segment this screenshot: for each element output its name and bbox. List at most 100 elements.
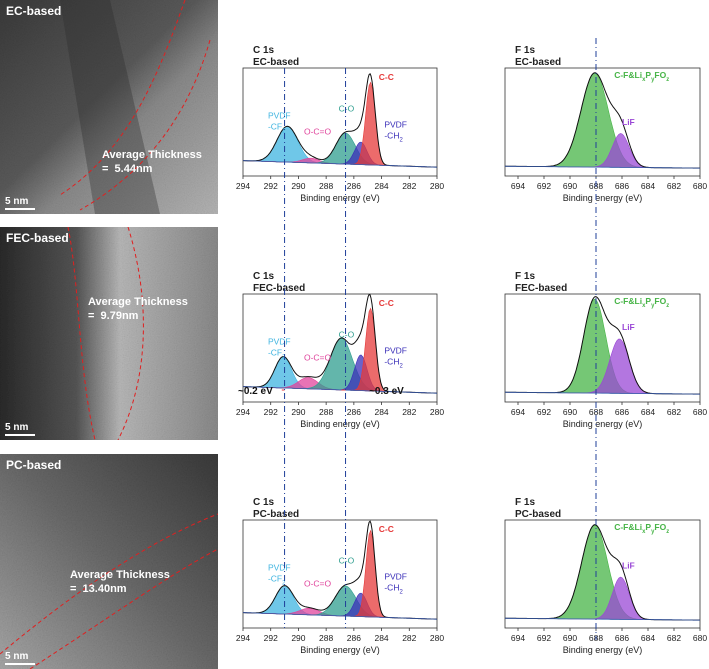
c1s-2-tick-label: 280 — [430, 633, 444, 643]
c1s-title-1: C 1s — [253, 271, 275, 282]
f1s-1-tick-label: 680 — [693, 407, 707, 417]
f1s-2-tick-label: 692 — [537, 633, 551, 643]
scale-bar-pc: 5 nm — [5, 651, 35, 665]
c1s-label-cc-0: C-C — [379, 72, 394, 82]
f1s-0-plot-frame — [504, 67, 701, 177]
f1s-1-peak-CFLi — [504, 298, 700, 395]
f1s-1-plot-frame — [504, 293, 701, 403]
c1s-1-tick-label: 284 — [374, 407, 388, 417]
c1s-subtitle-2: PC-based — [253, 509, 299, 520]
scale-bar-fec: 5 nm — [5, 422, 35, 436]
c1s-label-pvdf-cf2-2: PVDF — [268, 562, 291, 572]
f1s-1-background-line — [504, 391, 700, 395]
c1s-0-background-line — [242, 160, 438, 168]
f1s-2-peak-CFLi — [504, 524, 700, 621]
f1s-2-tick-label: 680 — [693, 633, 707, 643]
f1s-1-x-axis-label: Binding energy (eV) — [563, 419, 643, 429]
f1s-2-tick-label: 686 — [615, 633, 629, 643]
f1s-subtitle-1: FEC-based — [515, 283, 567, 294]
c1s-2-background-line — [242, 612, 438, 620]
scale-bar-ec: 5 nm — [5, 196, 35, 210]
f1s-title-2: F 1s — [515, 497, 535, 508]
f1s-label-lif-1: LiF — [622, 322, 635, 332]
c1s-0-tick-label: 292 — [264, 181, 278, 191]
shift-annotation-right: ~0.3 eV — [369, 386, 404, 397]
f1s-2-tick-label: 690 — [563, 633, 577, 643]
c1s-2-tick-label: 282 — [402, 633, 416, 643]
c1s-label-oco-0: O-C=O — [304, 126, 332, 136]
f1s-1-tick-label: 686 — [615, 407, 629, 417]
c1s-label-pvdf-cf2-0: PVDF — [268, 110, 291, 120]
f1s-title-1: F 1s — [515, 271, 535, 282]
f1s-label-lif-0: LiF — [622, 117, 635, 127]
f1s-2-x-axis-label: Binding energy (eV) — [563, 645, 643, 655]
c1s-2-tick-label: 284 — [374, 633, 388, 643]
c1s-label-pvdf-ch2-2: PVDF — [384, 572, 407, 582]
c1s-label-cf2-2: -CF2 — [268, 573, 286, 586]
c1s-label-co-2: C-O — [339, 556, 355, 566]
c1s-0-tick-label: 288 — [319, 181, 333, 191]
c1s-2-x-axis-label: Binding energy (eV) — [300, 645, 380, 655]
c1s-label-ch2-2: -CH2 — [384, 583, 402, 596]
c1s-label-cf2-1: -CF2 — [268, 347, 286, 360]
f1s-2-background-line — [504, 617, 700, 621]
c1s-label-oco-1: O-C=O — [304, 352, 332, 362]
c1s-label-cc-1: C-C — [379, 298, 394, 308]
f1s-1-tick-label: 690 — [563, 407, 577, 417]
scale-text-ec: 5 nm — [5, 196, 29, 207]
c1s-1-tick-label: 292 — [264, 407, 278, 417]
c1s-2-tick-label: 292 — [264, 633, 278, 643]
shift-annotation-left: ~0.2 eV — [238, 386, 273, 397]
f1s-2-tick-label: 684 — [641, 633, 655, 643]
f1s-label-lif-2: LiF — [622, 560, 635, 570]
thickness-text-pc: Average Thickness = 13.40nm — [70, 569, 170, 595]
c1s-1-background-line — [242, 386, 438, 394]
f1s-1-tick-label: 682 — [667, 407, 681, 417]
thickness-text-ec: Average Thickness = 5.44nm — [102, 149, 202, 175]
c1s-2-tick-label: 290 — [291, 633, 305, 643]
c1s-1-tick-label: 294 — [236, 407, 250, 417]
c1s-2-tick-label: 286 — [347, 633, 361, 643]
f1s-2-tick-label: 694 — [511, 633, 525, 643]
f1s-0-x-axis-label: Binding energy (eV) — [563, 193, 643, 203]
c1s-1-tick-label: 288 — [319, 407, 333, 417]
f1s-label-cf-lipfo-1: C-F&LixPyFOz — [614, 296, 669, 309]
f1s-2-tick-label: 682 — [667, 633, 681, 643]
scale-text-pc: 5 nm — [5, 651, 29, 662]
c1s-0-x-axis-label: Binding energy (eV) — [300, 193, 380, 203]
tem-label-fec: FEC-based — [6, 231, 69, 245]
c1s-label-cf2-0: -CF2 — [268, 121, 286, 134]
c1s-0-tick-label: 290 — [291, 181, 305, 191]
c1s-1-tick-label: 286 — [347, 407, 361, 417]
f1s-0-peak-CFLi — [504, 72, 700, 169]
c1s-label-oco-2: O-C=O — [304, 578, 332, 588]
c1s-subtitle-1: FEC-based — [253, 283, 305, 294]
c1s-label-pvdf-cf2-1: PVDF — [268, 336, 291, 346]
c1s-label-co-1: C-O — [339, 330, 355, 340]
f1s-0-tick-label: 694 — [511, 181, 525, 191]
c1s-1-x-axis-label: Binding energy (eV) — [300, 419, 380, 429]
c1s-0-tick-label: 282 — [402, 181, 416, 191]
f1s-label-cf-lipfo-0: C-F&LixPyFOz — [614, 70, 669, 83]
c1s-2-tick-label: 294 — [236, 633, 250, 643]
f1s-title-0: F 1s — [515, 45, 535, 56]
c1s-1-tick-label: 290 — [291, 407, 305, 417]
c1s-0-tick-label: 294 — [236, 181, 250, 191]
c1s-label-ch2-0: -CH2 — [384, 131, 402, 144]
thickness-text-fec: Average Thickness = 9.79nm — [88, 296, 188, 322]
f1s-1-tick-label: 692 — [537, 407, 551, 417]
c1s-title-0: C 1s — [253, 45, 275, 56]
tem-image-pc — [0, 454, 218, 669]
f1s-0-tick-label: 690 — [563, 181, 577, 191]
c1s-label-co-0: C-O — [339, 104, 355, 114]
tem-image-ec — [0, 0, 218, 214]
f1s-0-tick-label: 692 — [537, 181, 551, 191]
c1s-label-ch2-1: -CH2 — [384, 357, 402, 370]
f1s-0-background-line — [504, 165, 700, 169]
f1s-0-tick-label: 682 — [667, 181, 681, 191]
f1s-label-cf-lipfo-2: C-F&LixPyFOz — [614, 522, 669, 535]
f1s-1-tick-label: 694 — [511, 407, 525, 417]
c1s-1-tick-label: 282 — [402, 407, 416, 417]
c1s-subtitle-0: EC-based — [253, 57, 299, 68]
